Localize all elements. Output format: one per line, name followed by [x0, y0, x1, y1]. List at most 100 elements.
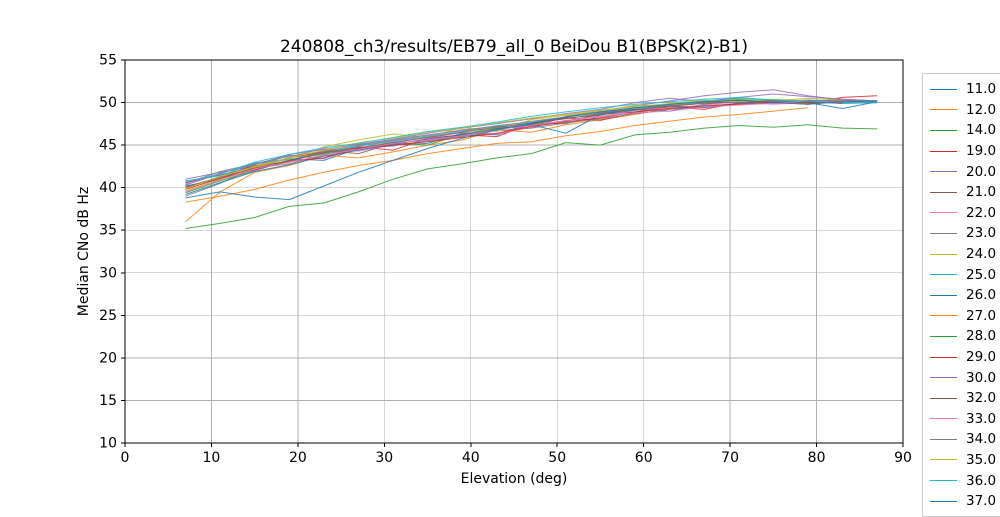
legend-label: 33.0 — [966, 410, 997, 427]
legend-line-sample — [930, 274, 957, 276]
legend-label: 21.0 — [966, 184, 997, 201]
legend-item: 21.0 — [923, 182, 1000, 203]
legend-line-sample — [930, 150, 957, 152]
legend-item: 14.0 — [923, 120, 1000, 141]
x-tick-label: 90 — [894, 450, 912, 466]
x-tick-label: 40 — [462, 450, 480, 466]
legend-label: 26.0 — [966, 287, 997, 304]
legend-line-sample — [930, 438, 957, 440]
legend-item: 26.0 — [923, 285, 1000, 306]
legend-line-sample — [930, 129, 957, 131]
legend-item: 12.0 — [923, 100, 1000, 121]
series-line — [185, 100, 843, 188]
legend-item: 19.0 — [923, 141, 1000, 162]
x-tick-label: 70 — [721, 450, 739, 466]
legend-line-sample — [930, 191, 957, 193]
legend-label: 14.0 — [966, 122, 997, 139]
legend-item: 33.0 — [923, 409, 1000, 430]
series-line — [185, 99, 878, 201]
legend-line-sample — [930, 377, 957, 379]
y-tick-label: 50 — [99, 95, 117, 111]
legend-item: 35.0 — [923, 450, 1000, 471]
y-tick-label: 10 — [99, 436, 117, 452]
series-line — [185, 99, 878, 187]
legend-line-sample — [930, 253, 957, 255]
legend-line-sample — [930, 212, 957, 214]
legend-line-sample — [930, 294, 957, 296]
legend-item: 32.0 — [923, 388, 1000, 409]
legend-label: 27.0 — [966, 307, 997, 324]
legend-line-sample — [930, 500, 957, 502]
legend-label: 36.0 — [966, 472, 997, 489]
legend-label: 37.0 — [966, 493, 997, 510]
x-tick-label: 0 — [121, 450, 130, 466]
legend-item: 22.0 — [923, 203, 1000, 224]
legend-label: 25.0 — [966, 266, 997, 283]
legend-line-sample — [930, 480, 957, 482]
legend-label: 29.0 — [966, 349, 997, 366]
legend: 11.0 12.0 14.0 19.0 20.0 21.0 22.0 23.0 24.0 25.0… — [922, 73, 1000, 517]
series-line — [185, 101, 843, 190]
legend-item: 37.0 — [923, 491, 1000, 512]
legend-item: 20.0 — [923, 161, 1000, 182]
y-tick-label: 20 — [99, 350, 117, 366]
legend-item: 23.0 — [923, 223, 1000, 244]
chart-title: 240808_ch3/results/EB79_all_0 BeiDou B1(… — [280, 37, 748, 57]
legend-label: 19.0 — [966, 143, 997, 160]
gridlines — [124, 59, 904, 444]
legend-item: 36.0 — [923, 470, 1000, 491]
series-line — [185, 100, 878, 197]
legend-item: 25.0 — [923, 264, 1000, 285]
series-line — [185, 99, 878, 189]
legend-line-sample — [930, 397, 957, 399]
legend-line-sample — [930, 88, 957, 90]
x-tick-label: 60 — [635, 450, 653, 466]
legend-line-sample — [930, 171, 957, 173]
series-lines — [185, 89, 878, 229]
series-line — [185, 95, 878, 184]
legend-label: 28.0 — [966, 328, 997, 345]
legend-label: 23.0 — [966, 225, 997, 242]
y-tick-label: 55 — [99, 53, 117, 69]
legend-label: 30.0 — [966, 369, 997, 386]
x-axis-label: Elevation (deg) — [461, 471, 568, 487]
series-line — [185, 96, 878, 183]
plot-frame — [124, 59, 904, 444]
x-tick-label: 20 — [289, 450, 307, 466]
legend-label: 24.0 — [966, 246, 997, 263]
y-tick-label: 40 — [99, 180, 117, 196]
series-line — [185, 100, 878, 193]
series-line — [185, 98, 808, 189]
legend-label: 11.0 — [966, 81, 997, 98]
axes — [121, 59, 904, 447]
legend-line-sample — [930, 335, 957, 337]
legend-line-sample — [930, 459, 957, 461]
y-tick-label: 15 — [99, 393, 117, 409]
y-tick-label: 30 — [99, 265, 117, 281]
x-tick-label: 50 — [548, 450, 566, 466]
legend-line-sample — [930, 315, 957, 317]
series-line — [185, 107, 808, 203]
x-tick-label: 30 — [375, 450, 393, 466]
x-tick-label: 10 — [202, 450, 220, 466]
legend-line-sample — [930, 109, 957, 111]
legend-line-sample — [930, 418, 957, 420]
legend-item: 29.0 — [923, 347, 1000, 368]
chart-canvas: 0 10 20 30 40 50 60 70 80 9010152025303540455055 … — [76, 37, 912, 487]
figure: 0 10 20 30 40 50 60 70 80 90 10 15 20 25 30 35 40 45 50 55 … — [76, 37, 1000, 517]
legend-item: 11.0 — [923, 79, 1000, 100]
series-line — [185, 98, 878, 194]
legend-item: 30.0 — [923, 367, 1000, 388]
legend-item: 28.0 — [923, 326, 1000, 347]
legend-item: 27.0 — [923, 306, 1000, 327]
y-axis-label: Median CNo dB Hz — [76, 187, 92, 316]
x-tick-label: 80 — [808, 450, 826, 466]
y-tick-label: 45 — [99, 138, 117, 154]
legend-label: 12.0 — [966, 101, 997, 118]
legend-label: 32.0 — [966, 390, 997, 407]
legend-line-sample — [930, 232, 957, 234]
series-line — [185, 124, 878, 229]
legend-line-sample — [930, 356, 957, 358]
legend-label: 20.0 — [966, 163, 997, 180]
series-line — [185, 93, 878, 186]
